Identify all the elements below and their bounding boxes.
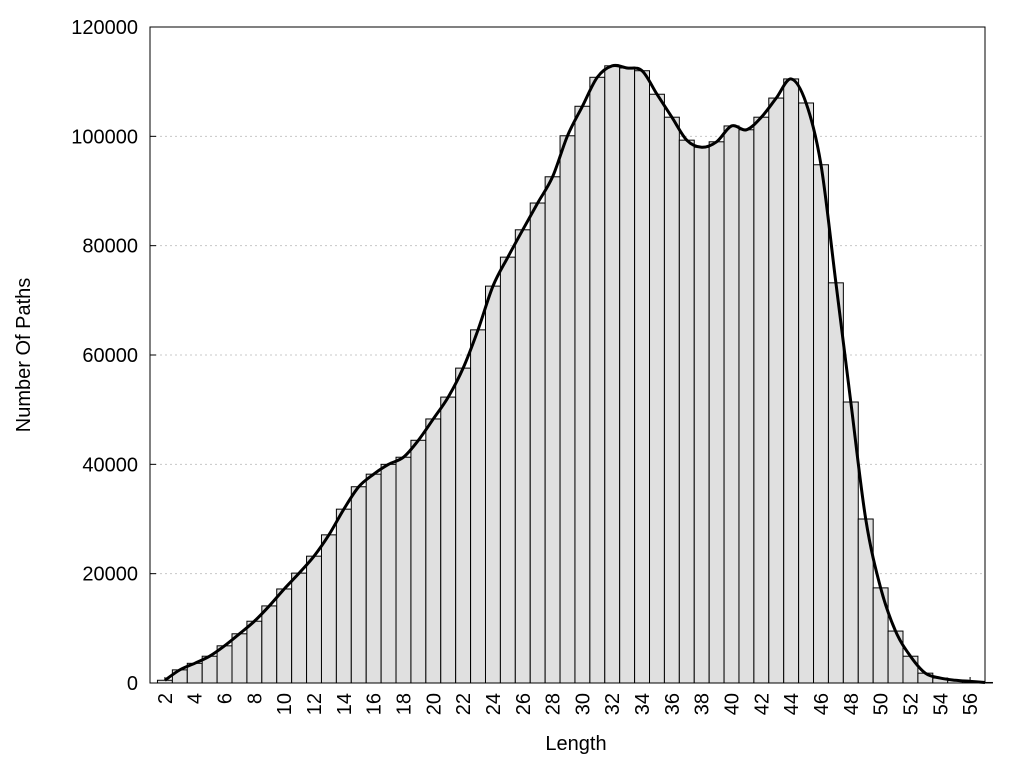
bar — [768, 97, 785, 684]
x-tick-label: 38 — [692, 693, 714, 715]
bar — [350, 486, 367, 684]
bar — [484, 285, 501, 684]
x-tick-label: 14 — [334, 693, 356, 715]
bar — [410, 439, 427, 684]
y-tick-label: 40000 — [82, 454, 138, 476]
bar — [306, 555, 322, 684]
x-tick-label: 44 — [781, 693, 803, 715]
y-tick-label: 100000 — [71, 126, 138, 148]
bar — [276, 588, 293, 684]
bar — [291, 572, 308, 684]
bar — [529, 202, 546, 684]
x-tick-label: 18 — [393, 693, 415, 715]
x-tick-label: 46 — [811, 693, 833, 715]
bar — [470, 329, 486, 684]
x-tick-label: 12 — [304, 693, 326, 715]
bar — [678, 139, 695, 684]
y-tick-label: 60000 — [82, 345, 138, 367]
bar — [514, 229, 531, 684]
bar — [231, 633, 248, 684]
x-tick-label: 22 — [453, 693, 475, 715]
bar — [380, 463, 397, 684]
smooth-line — [164, 63, 986, 684]
bar — [902, 655, 919, 684]
y-tick-label: 0 — [127, 673, 138, 695]
bar — [813, 164, 829, 684]
x-tick-label: 16 — [364, 693, 386, 715]
y-axis-label: Number Of Paths — [13, 278, 35, 433]
bar — [663, 116, 680, 684]
x-tick-label: 36 — [662, 693, 684, 715]
y-tick-label: 20000 — [82, 564, 138, 586]
bar — [798, 102, 815, 684]
bar — [335, 508, 352, 684]
bar — [395, 456, 412, 684]
bar — [559, 135, 576, 684]
bar — [783, 78, 800, 684]
x-tick-label: 26 — [513, 693, 535, 715]
x-tick-label: 30 — [572, 693, 594, 715]
bar — [365, 473, 382, 684]
x-tick-label: 6 — [215, 693, 237, 704]
x-tick-label: 34 — [632, 693, 654, 715]
x-tick-label: 48 — [841, 693, 863, 715]
bar — [827, 282, 844, 684]
x-tick-label: 40 — [722, 693, 744, 715]
x-tick-label: 56 — [960, 693, 982, 715]
x-tick-label: 42 — [751, 693, 773, 715]
bar — [753, 116, 770, 684]
bar — [738, 129, 755, 684]
bar — [246, 620, 263, 684]
x-tick-label: 52 — [900, 693, 922, 715]
bar — [634, 70, 651, 684]
bar — [455, 367, 472, 684]
bar — [589, 76, 606, 684]
bar — [708, 141, 725, 684]
bar — [693, 146, 710, 684]
bar — [604, 65, 621, 684]
x-tick-label: 10 — [274, 693, 296, 715]
x-tick-label: 4 — [185, 693, 207, 704]
bar — [425, 418, 442, 684]
y-tick-label: 80000 — [82, 236, 138, 258]
bar — [723, 125, 740, 684]
bar — [261, 605, 278, 684]
x-tick-label: 8 — [244, 693, 266, 704]
bar — [544, 176, 561, 684]
y-tick-label: 120000 — [71, 17, 138, 39]
bar — [440, 396, 457, 684]
x-tick-label: 54 — [930, 693, 952, 715]
x-tick-label: 32 — [602, 693, 624, 715]
plot-frame — [149, 26, 986, 684]
x-tick-label: 24 — [483, 693, 505, 715]
bar — [320, 534, 337, 684]
bar — [574, 105, 591, 684]
bar — [619, 67, 636, 684]
x-tick-label: 28 — [543, 693, 565, 715]
bar — [649, 93, 665, 684]
x-tick-label: 20 — [423, 693, 445, 715]
bar — [499, 256, 516, 684]
x-tick-label: 2 — [155, 693, 177, 704]
x-tick-label: 50 — [871, 693, 893, 715]
x-axis-label: Length — [545, 733, 606, 755]
